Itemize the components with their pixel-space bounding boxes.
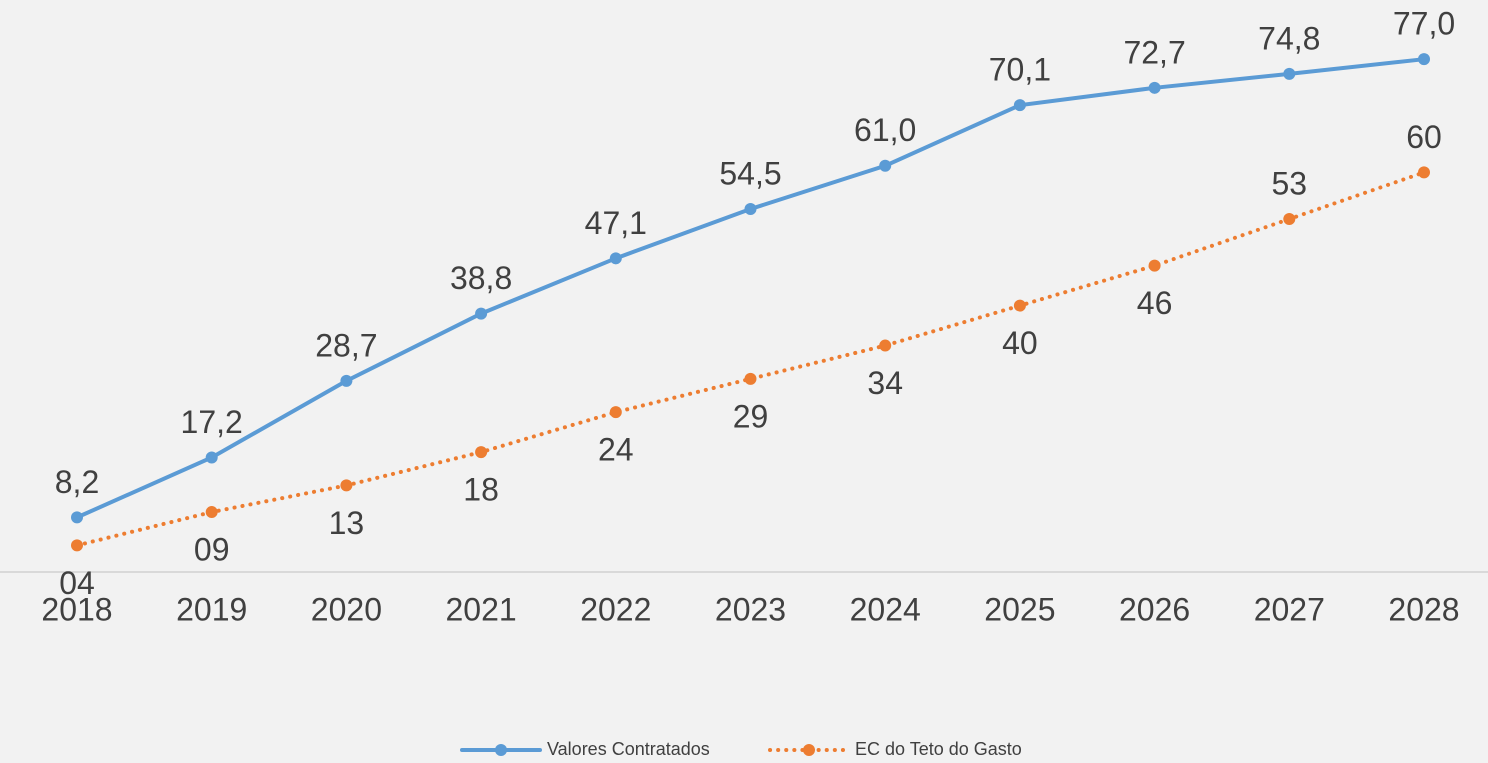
point [340, 479, 353, 492]
data-label: 17,2 [181, 404, 243, 440]
point [879, 339, 892, 352]
point [1283, 67, 1296, 80]
data-label: 18 [463, 472, 499, 508]
point [609, 252, 622, 265]
data-label: 77,0 [1393, 6, 1455, 42]
x-tick-label: 2019 [176, 591, 247, 627]
point [1418, 166, 1430, 179]
point [1013, 299, 1026, 312]
point [1148, 259, 1161, 272]
data-label: 70,1 [989, 52, 1051, 88]
point [475, 307, 488, 320]
point [744, 372, 757, 385]
data-label: 38,8 [450, 260, 512, 296]
point [205, 451, 218, 464]
x-tick-label: 2028 [1388, 591, 1459, 627]
x-tick-label: 2021 [446, 591, 517, 627]
data-label: 34 [867, 365, 903, 401]
point [475, 446, 488, 459]
x-tick-label: 2026 [1119, 591, 1190, 627]
x-tick-label: 2023 [715, 591, 786, 627]
point [744, 203, 757, 216]
x-tick-label: 2018 [41, 591, 112, 627]
point [1013, 99, 1026, 112]
point [609, 406, 622, 419]
data-label: 47,1 [585, 205, 647, 241]
data-label: 28,7 [315, 327, 377, 363]
data-label: 29 [733, 398, 769, 434]
data-label: 60 [1406, 119, 1442, 155]
x-tick-label: 2022 [580, 591, 651, 627]
x-tick-label: 2024 [850, 591, 921, 627]
data-label: 61,0 [854, 112, 916, 148]
point [1283, 213, 1296, 226]
data-label: 09 [194, 532, 230, 568]
x-tick-label: 2020 [311, 591, 382, 627]
point [71, 539, 83, 552]
data-label: 04 [59, 565, 95, 601]
legend-marker [803, 744, 815, 756]
point [879, 159, 892, 172]
data-label: 24 [598, 432, 634, 468]
x-tick-label: 2027 [1254, 591, 1325, 627]
legend-marker [495, 744, 507, 756]
data-label: 72,7 [1123, 34, 1185, 70]
point [205, 506, 218, 519]
point [1148, 81, 1161, 94]
point [71, 511, 83, 524]
point [1418, 53, 1430, 66]
data-label: 54,5 [719, 155, 781, 191]
data-label: 53 [1272, 165, 1308, 201]
legend-label: EC do Teto do Gasto [855, 739, 1022, 759]
legend-label: Valores Contratados [547, 739, 710, 759]
x-tick-label: 2025 [984, 591, 1055, 627]
data-label: 74,8 [1258, 20, 1320, 56]
point [340, 374, 353, 387]
data-label: 13 [329, 505, 365, 541]
data-label: 40 [1002, 325, 1038, 361]
data-label: 8,2 [55, 464, 99, 500]
data-label: 46 [1137, 285, 1173, 321]
